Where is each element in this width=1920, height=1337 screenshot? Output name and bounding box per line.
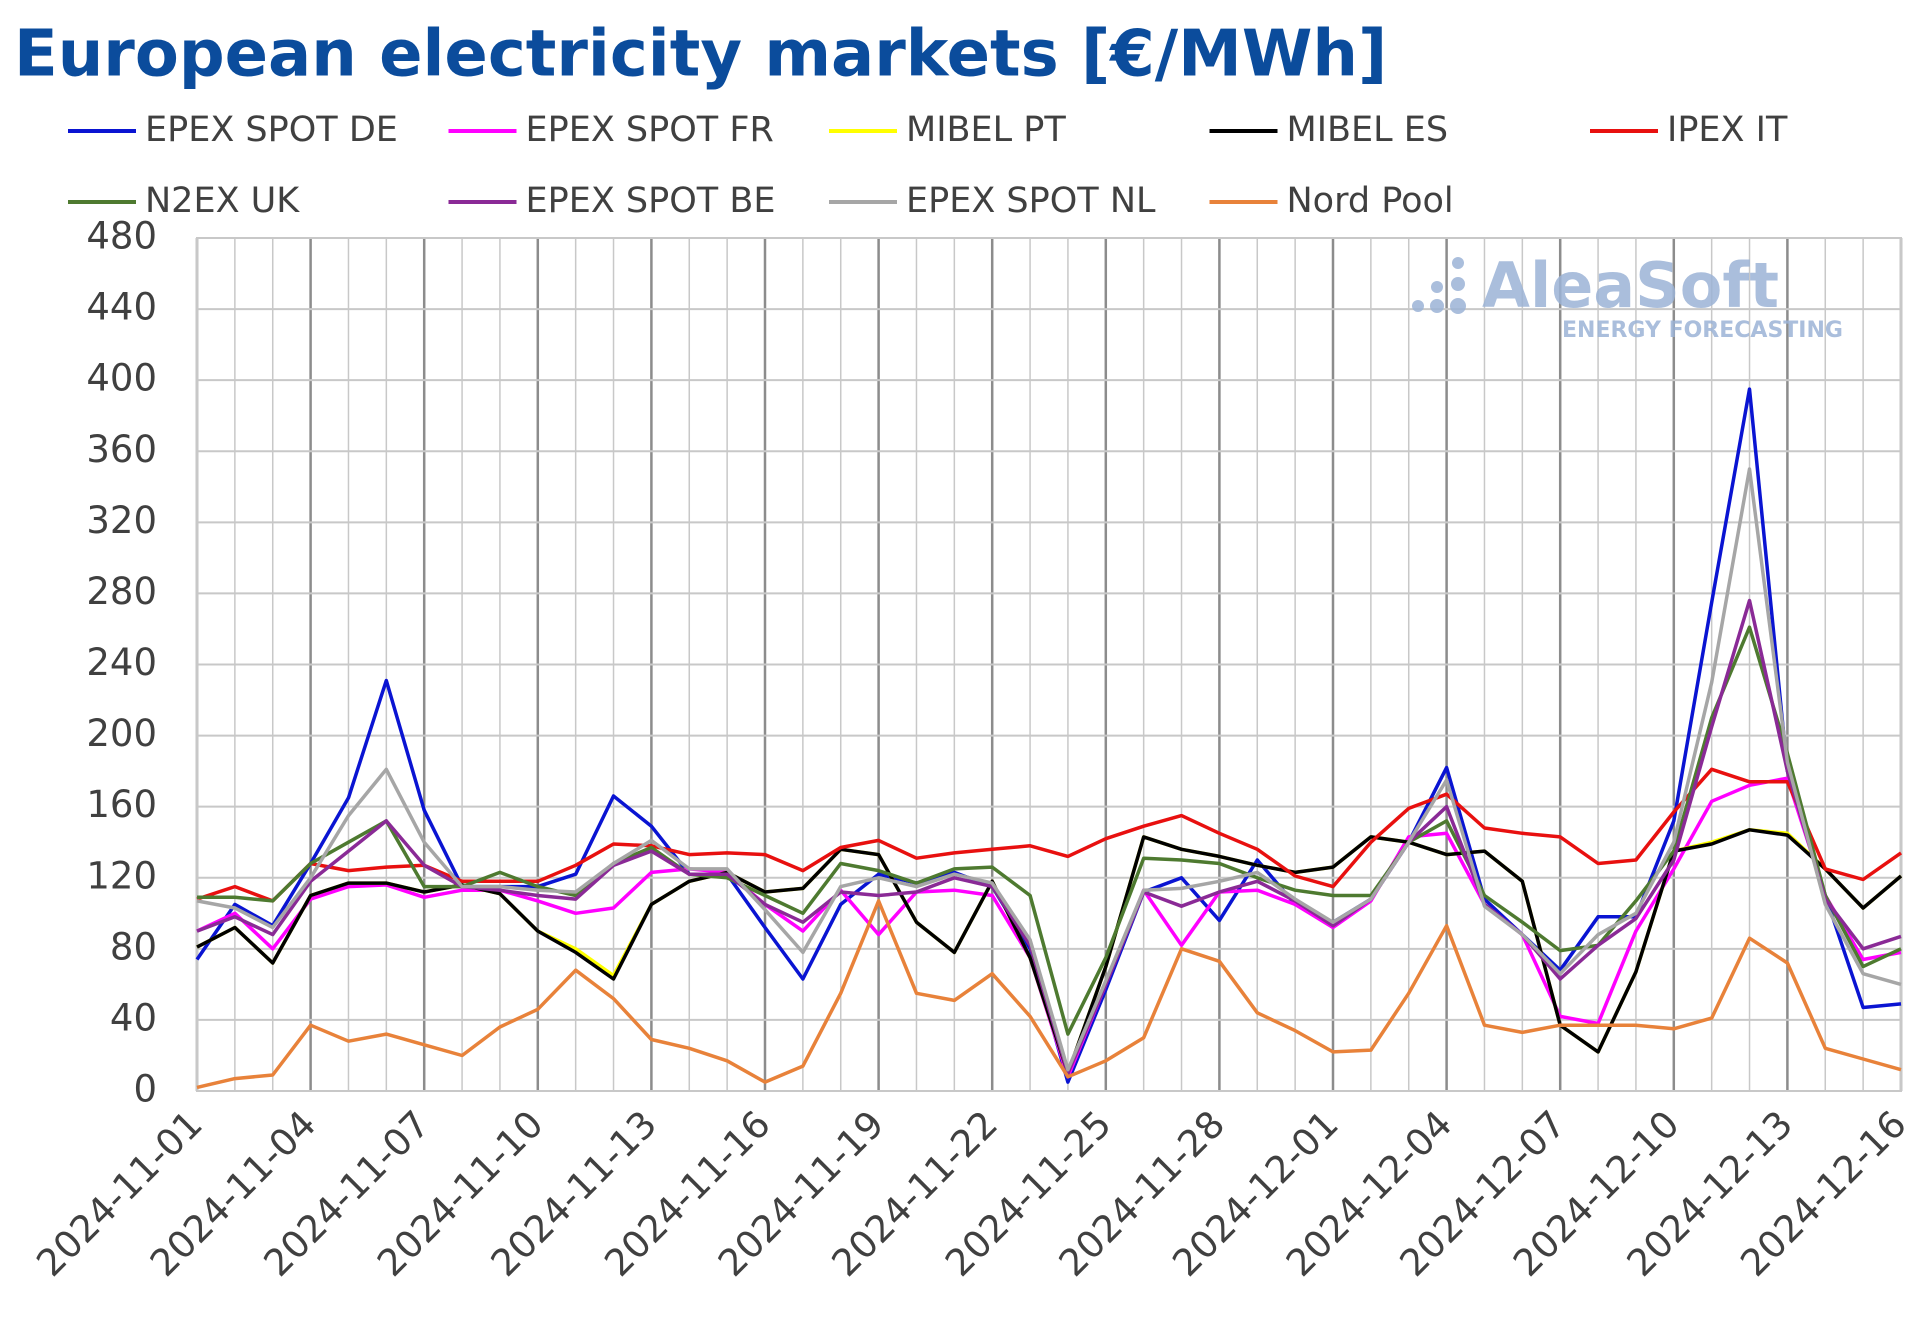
y-tick-label: 320 <box>86 499 157 542</box>
logo-dot <box>1412 300 1424 312</box>
legend-item: IPEX IT <box>1590 110 1788 150</box>
logo-dot <box>1451 277 1465 291</box>
legend-item: EPEX SPOT FR <box>448 110 774 150</box>
series-line <box>196 899 1902 1090</box>
legend-label: N2EX UK <box>145 181 300 221</box>
y-tick-label: 240 <box>86 641 157 684</box>
y-tick-label: 200 <box>86 712 157 755</box>
y-tick-label: 120 <box>86 854 157 897</box>
legend-item: EPEX SPOT BE <box>448 181 776 221</box>
y-tick-label: 280 <box>86 570 157 613</box>
legend-item: EPEX SPOT NL <box>829 181 1156 221</box>
legend-item: Nord Pool <box>1209 181 1454 221</box>
y-tick-label: 80 <box>110 925 157 968</box>
legend-item: N2EX UK <box>68 181 300 221</box>
legend-label: IPEX IT <box>1667 110 1788 150</box>
y-tick-label: 0 <box>133 1068 157 1111</box>
chart-title: European electricity markets [€/MWh] <box>14 18 1387 92</box>
logo: AleaSoft ENERGY FORECASTING <box>1412 249 1843 343</box>
logo-dot <box>1450 298 1466 314</box>
y-tick-label: 400 <box>86 357 157 400</box>
legend-label: EPEX SPOT DE <box>145 110 398 150</box>
logo-dot <box>1430 299 1444 313</box>
legend-label: Nord Pool <box>1287 181 1454 221</box>
logo-dot <box>1452 257 1464 269</box>
legend-label: EPEX SPOT NL <box>906 181 1156 221</box>
legend-label: EPEX SPOT FR <box>526 110 774 150</box>
legend-label: EPEX SPOT BE <box>526 181 776 221</box>
series-line <box>196 467 1902 1072</box>
y-tick-label: 440 <box>86 286 157 329</box>
logo-name: AleaSoft <box>1482 249 1779 322</box>
y-tick-label: 360 <box>86 428 157 471</box>
legend-item: EPEX SPOT DE <box>68 110 398 150</box>
plot-border <box>196 237 1902 1092</box>
y-tick-label: 480 <box>86 215 157 258</box>
legend-item: MIBEL ES <box>1209 110 1449 150</box>
logo-dot <box>1431 281 1443 293</box>
legend-label: MIBEL PT <box>906 110 1066 150</box>
legend-item: MIBEL PT <box>829 110 1066 150</box>
y-tick-label: 160 <box>86 783 157 826</box>
logo-tagline: ENERGY FORECASTING <box>1562 318 1843 343</box>
y-tick-label: 40 <box>110 996 157 1039</box>
legend-label: MIBEL ES <box>1287 110 1449 150</box>
